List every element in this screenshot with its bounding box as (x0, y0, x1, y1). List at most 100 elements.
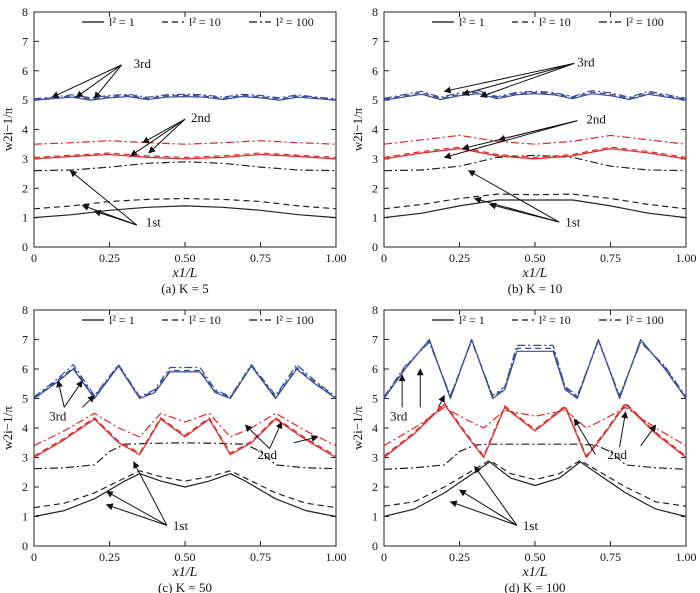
series-line (33, 161, 337, 172)
x-tick-label: 1.00 (326, 550, 347, 564)
x-tick-label: 0.25 (449, 251, 470, 265)
legend-label: l² = 100 (276, 313, 314, 327)
legend-label: l² = 1 (109, 15, 135, 29)
x-tick-label: 1.00 (676, 251, 697, 265)
y-tick-label: 2 (372, 181, 378, 195)
series-line (383, 340, 687, 398)
mode-annotation: 3rd (49, 409, 67, 424)
x-tick-label: 0.50 (525, 550, 546, 564)
series-line (383, 146, 687, 158)
x-tick-label: 0.50 (175, 550, 196, 564)
annotation-arrow (63, 380, 83, 408)
y-tick-label: 5 (22, 392, 28, 406)
series-line (383, 443, 687, 470)
chart-panel: 0 1 2 3 4 5 6 7 8 0 0.25 0.50 0.75 1.00 w2i−1/π x1/L(d)… (350, 303, 697, 593)
y-tick-label: 6 (22, 362, 28, 376)
mode-annotation: 1st (565, 214, 581, 229)
series-line (383, 402, 687, 457)
series-line (383, 403, 687, 459)
legend-label: l² = 100 (626, 313, 664, 327)
series-line (383, 134, 687, 145)
annotation-arrow (443, 62, 575, 94)
legend-label: l² = 1 (459, 15, 485, 29)
x-tick-label: 0 (381, 251, 387, 265)
y-tick-label: 4 (22, 123, 28, 137)
y-tick-label: 8 (22, 5, 28, 19)
annotation-arrow (467, 170, 560, 223)
panel-caption: (a) K = 5 (161, 281, 208, 296)
series-line (383, 406, 687, 447)
mode-annotation: 2nd (586, 112, 606, 127)
chart-panel: 0 1 2 3 4 5 6 7 8 0 0.25 0.50 0.75 1.00 w2i−1/π x1/L(a)… (0, 5, 347, 296)
y-tick-label: 3 (372, 451, 378, 465)
y-tick-label: 4 (372, 421, 378, 435)
annotation-arrow (269, 421, 283, 449)
series-line (33, 95, 337, 101)
annotation-arrow (293, 434, 319, 444)
annotation-arrow (130, 118, 186, 157)
series-line (383, 91, 687, 100)
y-tick-label: 1 (22, 510, 28, 524)
series-line (33, 442, 337, 470)
y-tick-label: 3 (372, 152, 378, 166)
series-line (383, 459, 687, 507)
x-tick-label: 0 (31, 550, 37, 564)
series-line (33, 364, 337, 399)
series-line (33, 418, 337, 459)
series-line (383, 148, 687, 160)
y-tick-label: 7 (372, 34, 378, 48)
y-tick-label: 0 (372, 240, 378, 254)
y-tick-label: 5 (372, 93, 378, 107)
series-line (33, 473, 337, 518)
y-tick-label: 6 (372, 64, 378, 78)
y-tick-label: 8 (372, 5, 378, 19)
mode-annotation: 1st (146, 214, 162, 229)
legend-label: l² = 10 (189, 313, 221, 327)
series-line (383, 338, 687, 399)
y-tick-label: 1 (372, 510, 378, 524)
y-tick-label: 2 (22, 480, 28, 494)
x-tick-label: 0.75 (600, 550, 621, 564)
annotation-arrow (573, 418, 596, 455)
y-tick-label: 6 (22, 64, 28, 78)
annotation-arrow (640, 424, 657, 446)
mode-annotation: 3rd (577, 54, 595, 69)
mode-annotation: 3rd (390, 409, 408, 424)
annotation-arrow (93, 64, 122, 99)
series-line (33, 470, 337, 509)
annotation-arrow (133, 461, 168, 526)
x-tick-label: 0.25 (99, 251, 120, 265)
annotation-arrow (244, 424, 270, 450)
y-tick-label: 4 (372, 123, 378, 137)
legend-label: l² = 10 (539, 313, 571, 327)
y-tick-label: 7 (372, 333, 378, 347)
annotation-arrow (75, 64, 122, 98)
x-axis-label: x1/L (522, 266, 548, 281)
annotation-arrow (69, 170, 137, 226)
x-tick-label: 0 (31, 251, 37, 265)
series-line (383, 199, 687, 219)
y-axis-label: w2i−1/π (0, 107, 15, 151)
annotation-arrow (479, 62, 575, 98)
y-axis-label: w2i−1/π (350, 107, 365, 151)
annotation-arrow (461, 62, 575, 96)
annotation-arrow (56, 380, 65, 408)
y-tick-label: 8 (22, 303, 28, 317)
series-line (33, 94, 337, 101)
y-tick-label: 6 (372, 362, 378, 376)
panel-caption: (b) K = 10 (508, 281, 563, 296)
y-tick-label: 3 (22, 451, 28, 465)
x-tick-label: 1.00 (326, 251, 347, 265)
series-line (33, 365, 337, 400)
y-tick-label: 2 (372, 480, 378, 494)
x-tick-label: 0.75 (600, 251, 621, 265)
y-tick-label: 3 (22, 152, 28, 166)
series-line (33, 364, 337, 398)
annotation-arrow (142, 118, 186, 144)
annotation-arrow (474, 465, 518, 526)
series-line (383, 154, 687, 172)
mode-annotation: 2nd (191, 110, 211, 125)
series-line (33, 140, 337, 145)
series-line (33, 412, 337, 447)
